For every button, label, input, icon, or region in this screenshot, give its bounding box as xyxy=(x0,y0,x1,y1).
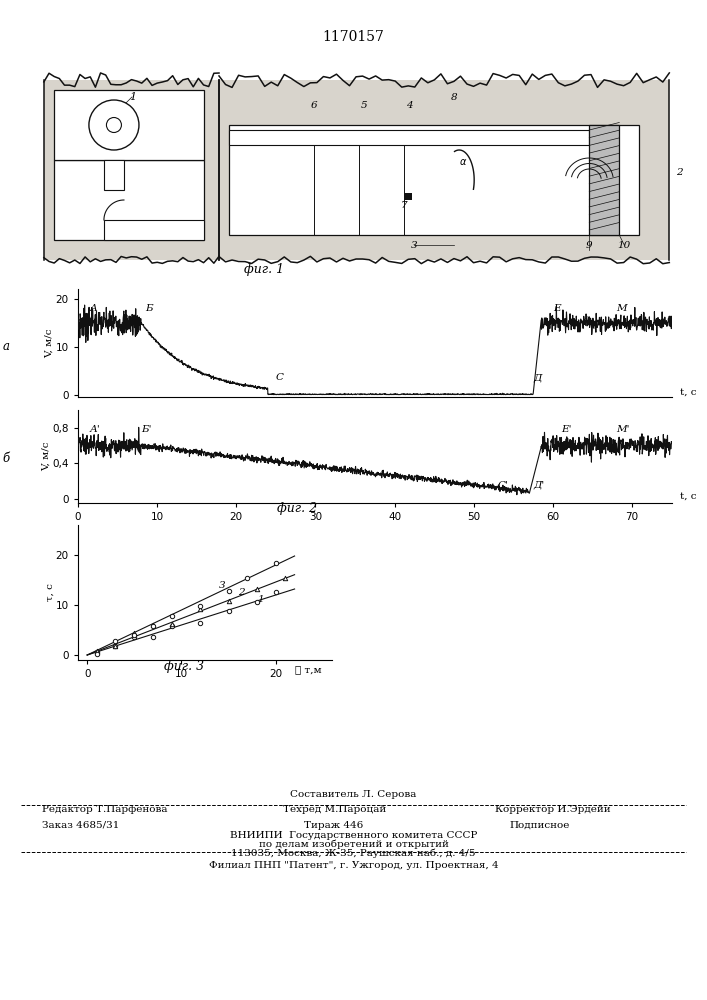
Text: 10: 10 xyxy=(618,240,631,249)
Text: Филиал ПНП "Патент", г. Ужгород, ул. Проектная, 4: Филиал ПНП "Патент", г. Ужгород, ул. Про… xyxy=(209,861,498,870)
Text: Заказ 4685/31: Заказ 4685/31 xyxy=(42,821,119,830)
Bar xyxy=(104,220,204,240)
Point xyxy=(194,601,206,617)
Text: 2: 2 xyxy=(676,168,683,177)
Point xyxy=(223,583,234,599)
Point xyxy=(129,627,140,643)
Point xyxy=(148,618,159,634)
Text: С: С xyxy=(276,373,284,382)
Text: 1: 1 xyxy=(129,92,136,102)
Text: ВНИИПИ  Государственного комитета СССР: ВНИИПИ Государственного комитета СССР xyxy=(230,831,477,840)
Text: 1: 1 xyxy=(257,595,264,604)
Bar xyxy=(54,90,204,160)
Circle shape xyxy=(89,100,139,150)
Point xyxy=(223,603,234,619)
Point xyxy=(110,638,121,654)
Text: $\alpha$: $\alpha$ xyxy=(459,157,467,167)
Text: 2: 2 xyxy=(238,588,245,597)
Bar xyxy=(104,160,124,190)
Text: 7: 7 xyxy=(401,200,407,210)
Y-axis label: V, м/с: V, м/с xyxy=(45,328,54,358)
Point xyxy=(91,644,103,660)
Text: Тираж 446: Тираж 446 xyxy=(304,821,363,830)
Text: а: а xyxy=(3,340,10,353)
Text: Редактор Т.Парфенова: Редактор Т.Парфенова xyxy=(42,805,168,814)
Text: 3: 3 xyxy=(219,580,226,589)
Text: Техред М.Пароцай: Техред М.Пароцай xyxy=(283,805,386,814)
Text: Составитель Л. Серова: Составитель Л. Серова xyxy=(291,790,416,799)
Text: Е: Е xyxy=(553,304,561,313)
Circle shape xyxy=(107,117,122,132)
Bar xyxy=(44,80,219,260)
Text: С': С' xyxy=(498,481,508,490)
Text: Подписное: Подписное xyxy=(509,821,569,830)
Text: фиг. 1: фиг. 1 xyxy=(244,262,284,275)
Point xyxy=(251,594,262,610)
Point xyxy=(223,593,234,609)
Text: 4: 4 xyxy=(406,101,412,109)
Point xyxy=(110,638,121,654)
Bar xyxy=(219,80,670,260)
Text: А: А xyxy=(90,304,98,313)
Point xyxy=(148,617,159,633)
Y-axis label: V, м/с: V, м/с xyxy=(42,442,51,471)
Text: 1170157: 1170157 xyxy=(322,30,385,44)
Bar xyxy=(54,160,204,240)
Text: 9: 9 xyxy=(586,240,592,249)
Text: по делам изобретений и открытий: по делам изобретений и открытий xyxy=(259,840,448,849)
Point xyxy=(242,570,253,586)
Point xyxy=(270,555,281,571)
Text: Д': Д' xyxy=(533,481,544,490)
Point xyxy=(166,608,177,624)
Point xyxy=(279,570,291,586)
Text: фиг. 2: фиг. 2 xyxy=(277,502,317,515)
Point xyxy=(91,646,103,662)
Bar xyxy=(404,192,411,200)
Point xyxy=(194,598,206,614)
Text: 5: 5 xyxy=(361,101,368,109)
Text: Б': Б' xyxy=(141,425,151,434)
Text: Б: Б xyxy=(145,304,153,313)
Bar xyxy=(589,125,619,235)
Point xyxy=(251,581,262,597)
Text: фиг. 3: фиг. 3 xyxy=(164,660,204,673)
Text: б: б xyxy=(3,452,10,465)
Text: А': А' xyxy=(90,425,100,434)
Point xyxy=(166,616,177,632)
Point xyxy=(91,643,103,659)
Text: М: М xyxy=(617,304,627,313)
Bar xyxy=(229,125,639,235)
Point xyxy=(148,629,159,645)
Point xyxy=(194,615,206,631)
Point xyxy=(166,618,177,634)
Text: Д: Д xyxy=(533,373,542,382)
Text: М': М' xyxy=(617,425,630,434)
Y-axis label: τ, с: τ, с xyxy=(45,584,54,601)
Text: 6: 6 xyxy=(311,101,317,109)
Point xyxy=(129,625,140,641)
Text: 8: 8 xyxy=(451,93,457,102)
Text: 113035, Москва, Ж-35, Раушская наб., д. 4/5: 113035, Москва, Ж-35, Раушская наб., д. … xyxy=(231,848,476,858)
Point xyxy=(129,629,140,645)
Text: t, с: t, с xyxy=(679,492,696,501)
Point xyxy=(110,633,121,649)
Text: Корректор И.Эрдейи: Корректор И.Эрдейи xyxy=(495,805,611,814)
Text: ℓ т,м: ℓ т,м xyxy=(295,666,321,674)
Text: t, с: t, с xyxy=(679,388,696,397)
Bar xyxy=(229,130,589,145)
Text: Е': Е' xyxy=(561,425,571,434)
Point xyxy=(270,584,281,600)
Text: 3: 3 xyxy=(411,240,417,249)
